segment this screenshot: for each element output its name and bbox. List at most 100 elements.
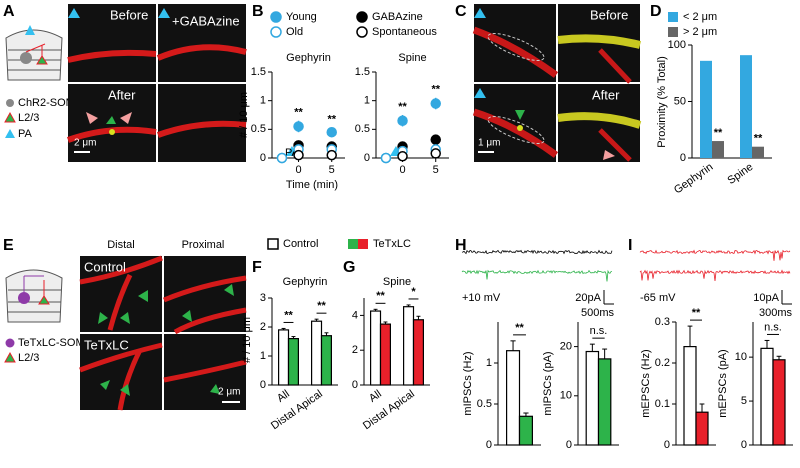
significance: ** bbox=[376, 290, 385, 302]
legend-label: GABAzine bbox=[372, 11, 423, 23]
image-label: Control bbox=[84, 259, 126, 274]
column-label: Proximal bbox=[182, 239, 225, 251]
legend-swatch bbox=[348, 239, 358, 249]
scale-label: 20pA bbox=[575, 292, 601, 304]
bar bbox=[287, 338, 299, 386]
legend-swatch bbox=[358, 239, 368, 249]
y-tick-label: 0 bbox=[486, 439, 492, 451]
y-tick-label: 0 bbox=[364, 152, 370, 164]
legend-marker bbox=[356, 26, 368, 38]
bar bbox=[370, 310, 382, 386]
y-tick-label: 1 bbox=[364, 95, 370, 107]
point bbox=[276, 152, 288, 164]
bar bbox=[772, 359, 786, 446]
bar bbox=[760, 347, 774, 446]
y-tick-label: 0.5 bbox=[477, 398, 492, 410]
panel-title: Spine bbox=[383, 276, 411, 288]
y-axis-label: Proximity (% Total) bbox=[656, 56, 668, 147]
significance: ** bbox=[398, 101, 407, 113]
y-tick-label: 0 bbox=[260, 379, 266, 391]
significance: ** bbox=[515, 322, 524, 334]
legend-label: PA bbox=[18, 128, 33, 140]
x-axis-label: Time (min) bbox=[286, 179, 338, 191]
bar bbox=[412, 319, 424, 386]
panel-letter: C bbox=[455, 3, 467, 20]
legend-label: Spontaneous bbox=[372, 26, 437, 38]
bar bbox=[597, 358, 612, 446]
bar bbox=[695, 411, 709, 446]
bar bbox=[712, 141, 724, 158]
current-trace bbox=[461, 269, 612, 282]
y-tick-label: 1 bbox=[260, 95, 266, 107]
micrograph bbox=[66, 4, 247, 162]
legend-label: L2/3 bbox=[18, 352, 39, 364]
image-label: After bbox=[108, 87, 136, 102]
panel-title: Gephyrin bbox=[283, 276, 328, 288]
legend-label: TeTxLC bbox=[373, 238, 411, 250]
legend-swatch bbox=[668, 12, 678, 22]
legend-marker bbox=[356, 11, 368, 23]
image-label: TeTxLC bbox=[84, 337, 129, 352]
panel-letter: D bbox=[650, 3, 662, 20]
holding-potential: -65 mV bbox=[640, 292, 676, 304]
y-axis-label: # / 10 μm bbox=[241, 317, 253, 363]
x-tick-label: 0 bbox=[399, 164, 405, 176]
panel-letter: A bbox=[3, 3, 15, 20]
panel-letter: E bbox=[3, 237, 14, 254]
panel-letter: H bbox=[455, 237, 467, 254]
x-tick-label: Spine bbox=[725, 161, 755, 187]
micrograph bbox=[472, 4, 642, 162]
y-tick-label: 0 bbox=[260, 152, 266, 164]
point bbox=[326, 126, 337, 138]
y-tick-label: 2 bbox=[352, 344, 358, 356]
bar bbox=[518, 415, 533, 446]
legend-label: < 2 μm bbox=[683, 11, 717, 23]
y-tick-label: 20 bbox=[560, 341, 572, 353]
point bbox=[293, 149, 304, 161]
significance: ** bbox=[754, 133, 763, 145]
bar bbox=[752, 146, 764, 158]
legend-label: L2/3 bbox=[18, 112, 39, 124]
y-tick-label: 3 bbox=[260, 292, 266, 304]
y-tick-label: 0.2 bbox=[655, 357, 670, 369]
bar bbox=[683, 346, 697, 446]
y-axis-label: mIPSCs (Hz) bbox=[462, 351, 474, 415]
bar bbox=[585, 350, 600, 446]
x-tick-label: 5 bbox=[329, 164, 335, 176]
significance: ** bbox=[327, 114, 336, 126]
y-tick-label: 1 bbox=[260, 350, 266, 362]
legend-swatch bbox=[668, 27, 678, 37]
bar bbox=[311, 320, 323, 386]
panel-title: Spine bbox=[398, 52, 426, 64]
current-trace bbox=[639, 249, 791, 261]
legend-marker bbox=[270, 11, 282, 23]
legend-label: > 2 μm bbox=[683, 26, 717, 38]
point bbox=[380, 152, 392, 164]
image-label: After bbox=[592, 87, 620, 102]
image-label: Before bbox=[590, 7, 628, 22]
holding-potential: +10 mV bbox=[462, 292, 501, 304]
significance: ** bbox=[294, 107, 303, 119]
legend-swatch bbox=[267, 238, 279, 250]
y-tick-label: 0 bbox=[741, 439, 747, 451]
panel-letter: G bbox=[343, 259, 355, 276]
scale-label: 2 μm bbox=[74, 138, 96, 149]
panel-letter: B bbox=[252, 3, 264, 20]
y-tick-label: 0 bbox=[680, 152, 686, 164]
y-tick-label: 0 bbox=[664, 439, 670, 451]
scale-label: 1 μm bbox=[478, 138, 500, 149]
bar bbox=[278, 329, 290, 386]
legend-icon bbox=[4, 111, 16, 123]
y-tick-label: 5 bbox=[741, 395, 747, 407]
significance: n.s. bbox=[590, 325, 608, 337]
bar bbox=[506, 350, 521, 446]
legend-icon bbox=[5, 338, 15, 348]
y-tick-label: 0.3 bbox=[655, 316, 670, 328]
legend-label: ChR2-SOM bbox=[18, 97, 75, 109]
point bbox=[397, 151, 408, 162]
y-tick-label: 1.5 bbox=[251, 66, 266, 78]
legend-icon bbox=[6, 99, 14, 107]
significance: ** bbox=[317, 300, 326, 312]
current-trace bbox=[461, 249, 613, 255]
micrograph bbox=[79, 255, 247, 411]
